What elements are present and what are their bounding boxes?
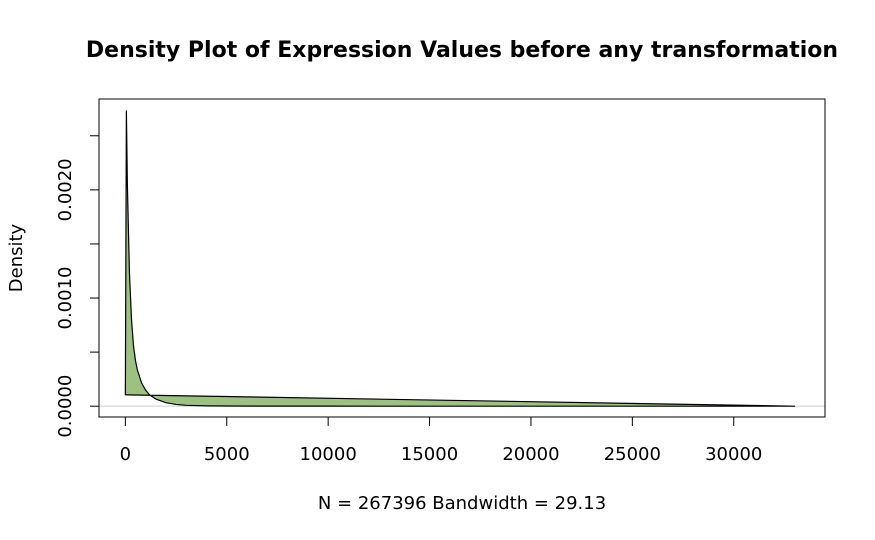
x-axis-label: N = 267396 Bandwidth = 29.13 xyxy=(318,493,606,514)
x-tick-label: 10000 xyxy=(300,444,357,465)
y-axis-label: Density xyxy=(6,223,27,292)
y-tick-label: 0.0000 xyxy=(55,375,76,438)
x-tick-label: 30000 xyxy=(705,444,762,465)
x-tick-label: 15000 xyxy=(401,444,458,465)
x-axis: 0 5000 10000 15000 20000 25000 30000 xyxy=(120,416,762,465)
x-tick-label: 0 xyxy=(120,444,131,465)
y-axis: 0.0000 0.0010 0.0020 xyxy=(55,135,100,438)
x-tick-label: 20000 xyxy=(502,444,559,465)
x-tick-label: 5000 xyxy=(204,444,250,465)
x-tick-label: 25000 xyxy=(604,444,661,465)
y-tick-label: 0.0020 xyxy=(55,158,76,221)
density-area xyxy=(124,110,796,407)
plot-frame xyxy=(98,98,826,418)
plot-area xyxy=(124,110,796,407)
chart-title: Density Plot of Expression Values before… xyxy=(86,38,838,63)
y-tick-label: 0.0010 xyxy=(55,267,76,330)
